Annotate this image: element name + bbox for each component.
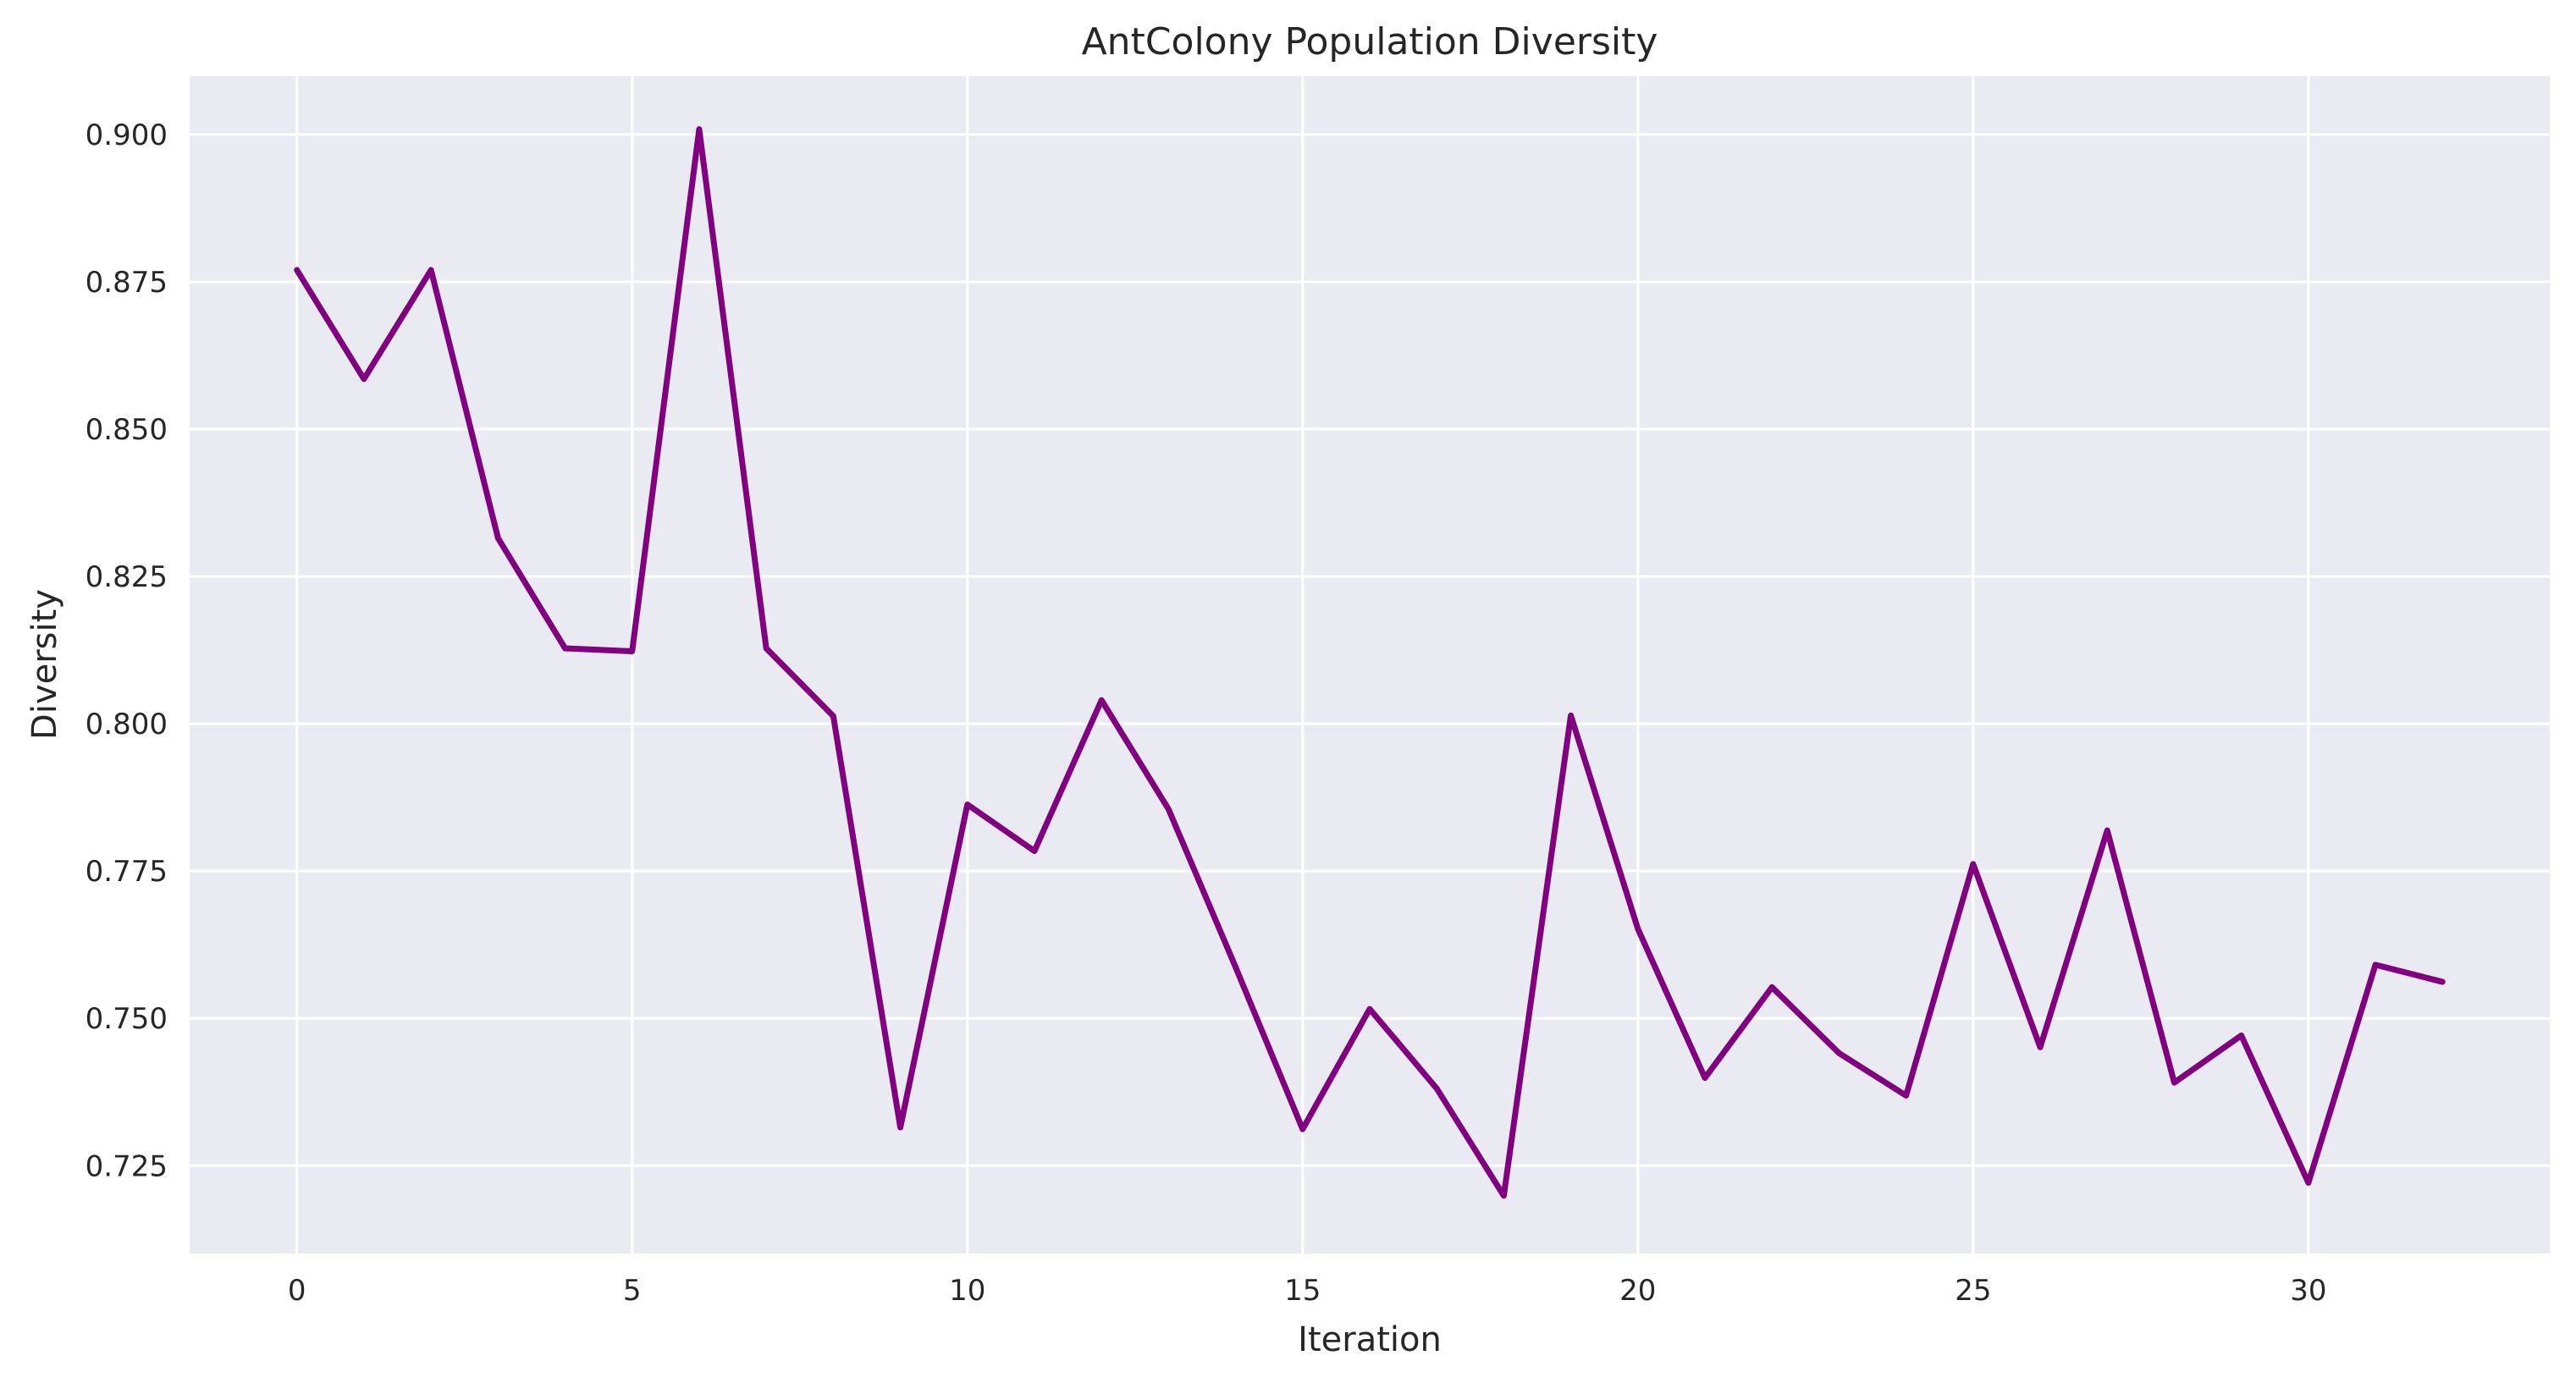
series-line bbox=[294, 126, 2446, 1199]
x-tick-label: 30 bbox=[2290, 1274, 2326, 1308]
series-layer bbox=[294, 126, 2446, 1199]
y-tick-label: 0.850 bbox=[85, 413, 168, 447]
x-tick-label: 15 bbox=[1284, 1274, 1321, 1308]
x-tick-label: 0 bbox=[288, 1274, 306, 1308]
y-tick-label: 0.800 bbox=[85, 708, 168, 741]
x-gridlines bbox=[295, 76, 2310, 1254]
plot-background bbox=[190, 76, 2550, 1254]
x-axis-label: Iteration bbox=[1298, 1320, 1442, 1359]
chart-title: AntColony Population Diversity bbox=[1082, 20, 1658, 63]
x-tick-label: 25 bbox=[1955, 1274, 1991, 1308]
y-tick-labels: 0.725 0.750 0.775 0.800 0.825 0.850 0.875 0.900 bbox=[85, 118, 168, 1183]
y-tick-label: 0.875 bbox=[85, 266, 168, 300]
y-tick-label: 0.725 bbox=[85, 1149, 168, 1183]
y-tick-label: 0.825 bbox=[85, 560, 168, 594]
x-tick-labels: 0 5 10 15 20 25 30 bbox=[288, 1274, 2327, 1308]
y-tick-label: 0.900 bbox=[85, 118, 168, 152]
x-tick-label: 20 bbox=[1619, 1274, 1656, 1308]
x-tick-label: 10 bbox=[949, 1274, 985, 1308]
x-tick-label: 5 bbox=[623, 1274, 642, 1308]
y-axis-label: Diversity bbox=[25, 589, 64, 740]
y-tick-label: 0.775 bbox=[85, 855, 168, 889]
y-gridlines bbox=[190, 133, 2550, 1167]
y-tick-label: 0.750 bbox=[85, 1002, 168, 1036]
